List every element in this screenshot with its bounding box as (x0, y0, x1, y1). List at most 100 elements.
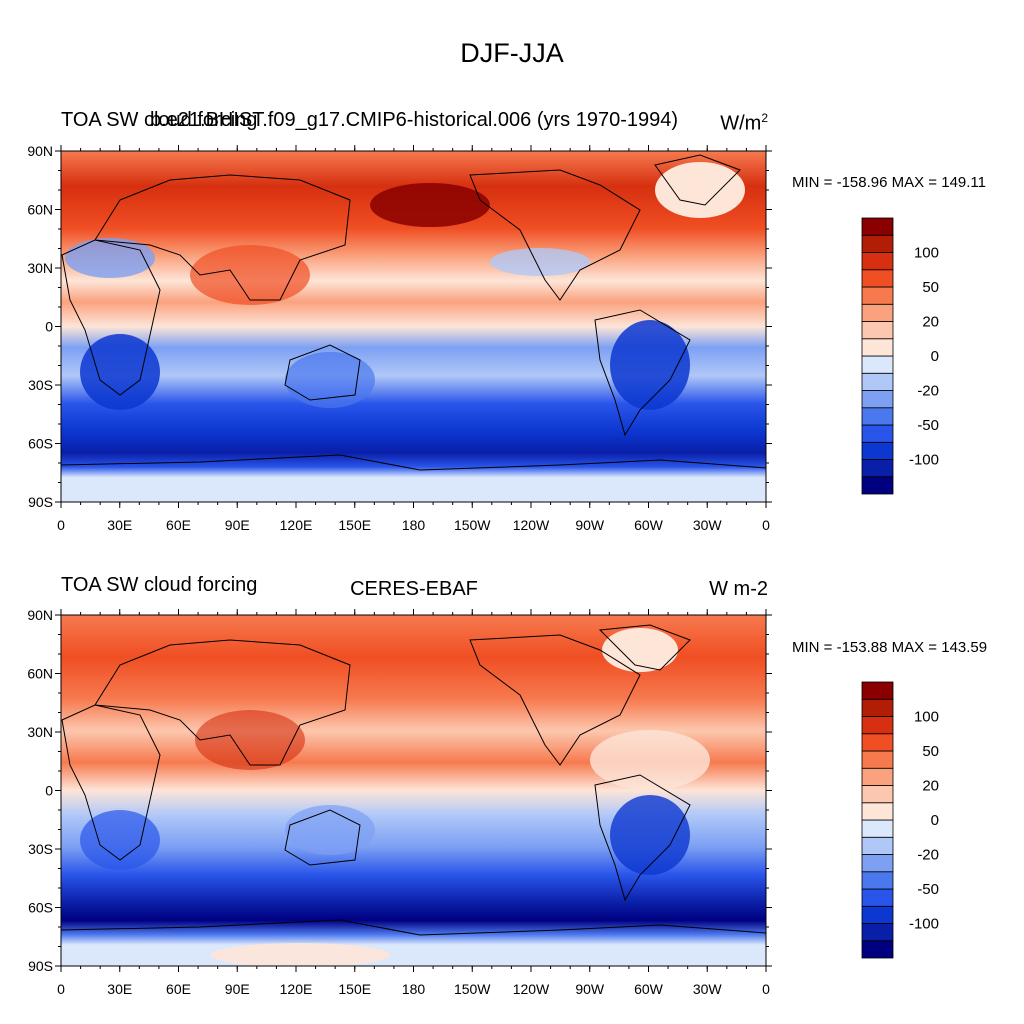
panel2-colorbar-box (861, 940, 894, 959)
panel2-left-label: TOA SW cloud forcing (61, 574, 258, 596)
panel1-blob (285, 352, 375, 408)
panel1-colorbar-box (861, 252, 894, 271)
panel1-colorbar-box (861, 372, 894, 391)
panel1-lon-label: 90W (575, 517, 605, 533)
panel1-lon-label: 30E (107, 517, 132, 533)
panel2-colorbar-box (861, 871, 894, 890)
figure-title: DJF-JJA (460, 38, 564, 68)
panel1-colorbar-label: -50 (917, 417, 939, 434)
panel2-colorbar-label: -20 (917, 847, 939, 864)
panel1-blob (490, 248, 590, 276)
panel1-lon-label: 0 (57, 517, 65, 533)
panel2-lon-label: 30W (693, 981, 723, 997)
panel2-colorbar-box (861, 785, 894, 804)
panel2-lon-label: 90W (575, 981, 605, 997)
panel1-colorbar-box (861, 476, 894, 495)
panel1-colorbar-box (861, 338, 894, 357)
panel2-lat-label: 0 (45, 783, 53, 799)
panel2-blob (195, 710, 305, 770)
panel1-colorbar-label: -20 (917, 383, 939, 400)
panel1-lon-label: 30W (693, 517, 723, 533)
panel1-lat-label: 90N (27, 143, 53, 159)
panel2-colorbar-box (861, 733, 894, 752)
panel1-blob (370, 183, 490, 227)
panel2-colorbar-box (861, 923, 894, 942)
panel2-lon-label: 30E (107, 981, 132, 997)
panel2-colorbar-box (861, 750, 894, 769)
panel1-colorbar-box (861, 441, 894, 460)
panel2-lon-label: 120W (513, 981, 550, 997)
panel1-colorbar-label: 100 (914, 245, 939, 262)
panel1-lon-label: 150W (454, 517, 491, 533)
panel2-blob (285, 805, 375, 855)
panel1-colorbar-label: 20 (922, 314, 939, 331)
panel1-coastlines (61, 154, 766, 471)
panel2-colorbar-label: 100 (914, 709, 939, 726)
panel2-colorbar-box (861, 819, 894, 838)
panel2-colorbar-label: 0 (931, 812, 939, 829)
panel1-colorbar-label: 50 (922, 279, 939, 296)
panel1-center-label: b.e21.BHIST.f09_g17.CMIP6-historical.006… (149, 109, 679, 131)
panel1-units-sup: 2 (761, 111, 768, 125)
panel2-lat-label: 60S (28, 900, 53, 916)
panel1-lat-label: 0 (45, 319, 53, 335)
panel2-colorbar-label: 50 (922, 743, 939, 760)
panel2-blob (590, 730, 710, 790)
panel2-blob (610, 795, 690, 875)
panel1-minmax: MIN = -158.96 MAX = 149.11 (792, 174, 986, 191)
panel1-lon-label: 60E (166, 517, 191, 533)
panel2-lon-label: 180 (402, 981, 426, 997)
panel2-colorbar-box (861, 888, 894, 907)
panel2-field (61, 615, 766, 966)
panel2-colorbar-box (861, 802, 894, 821)
panel2-lon-label: 120E (280, 981, 313, 997)
panel1-colorbar-box (861, 459, 894, 478)
panel1-lat-label: 60N (27, 202, 53, 218)
panel1-colorbar-box (861, 217, 894, 236)
panel1-lat-label: 60S (28, 436, 53, 452)
panel1-lon-label: 120E (280, 517, 313, 533)
panel2-lat-label: 30N (27, 724, 53, 740)
panel1-units: W/m2 (720, 111, 768, 136)
panel1-lat-label: 90S (28, 494, 53, 510)
panel1-lat-label: 30N (27, 260, 53, 276)
panel1-colorbar-box (861, 424, 894, 443)
panel1-lon-label: 0 (762, 517, 770, 533)
panel1-blob (655, 162, 745, 218)
panel2-colorbar-box (861, 836, 894, 855)
panel2-colorbar-box (861, 905, 894, 924)
panel2-lon-label: 60W (634, 981, 664, 997)
panel2-lat-label: 90N (27, 607, 53, 623)
panel1-blob (610, 320, 690, 410)
panel2-blob (602, 628, 678, 672)
panel1-colorbar-label: 0 (931, 348, 939, 365)
panel2-lon-label: 0 (762, 981, 770, 997)
panel2-colorbar-label: -50 (917, 881, 939, 898)
panel2-lat-label: 30S (28, 841, 53, 857)
panel1-colorbar-box (861, 303, 894, 322)
panel1-colorbar-box (861, 269, 894, 288)
panel2-colorbar-box (861, 767, 894, 786)
panel2-lon-label: 60E (166, 981, 191, 997)
panel1-blob (80, 334, 160, 410)
panel2-blob (80, 810, 160, 870)
panel1-lat-label: 30S (28, 377, 53, 393)
panel2-minmax: MIN = -153.88 MAX = 143.59 (792, 639, 988, 656)
panel1-colorbar-box (861, 321, 894, 340)
panel2-lon-label: 150E (338, 981, 371, 997)
panel1-colorbar-box (861, 355, 894, 374)
panel2-colorbar-box (861, 854, 894, 873)
panel2-lon-label: 150W (454, 981, 491, 997)
panel2-colorbar: -100 -50 -20 0 20 50 100 (861, 681, 939, 959)
panel1-lon-label: 180 (402, 517, 426, 533)
panel2-lon-label: 90E (225, 981, 250, 997)
panel1-colorbar-box (861, 390, 894, 409)
panel2-colorbar-box (861, 716, 894, 735)
panel1-map (61, 151, 766, 502)
panel2-blob (210, 943, 390, 966)
panel1-lon-label: 90E (225, 517, 250, 533)
